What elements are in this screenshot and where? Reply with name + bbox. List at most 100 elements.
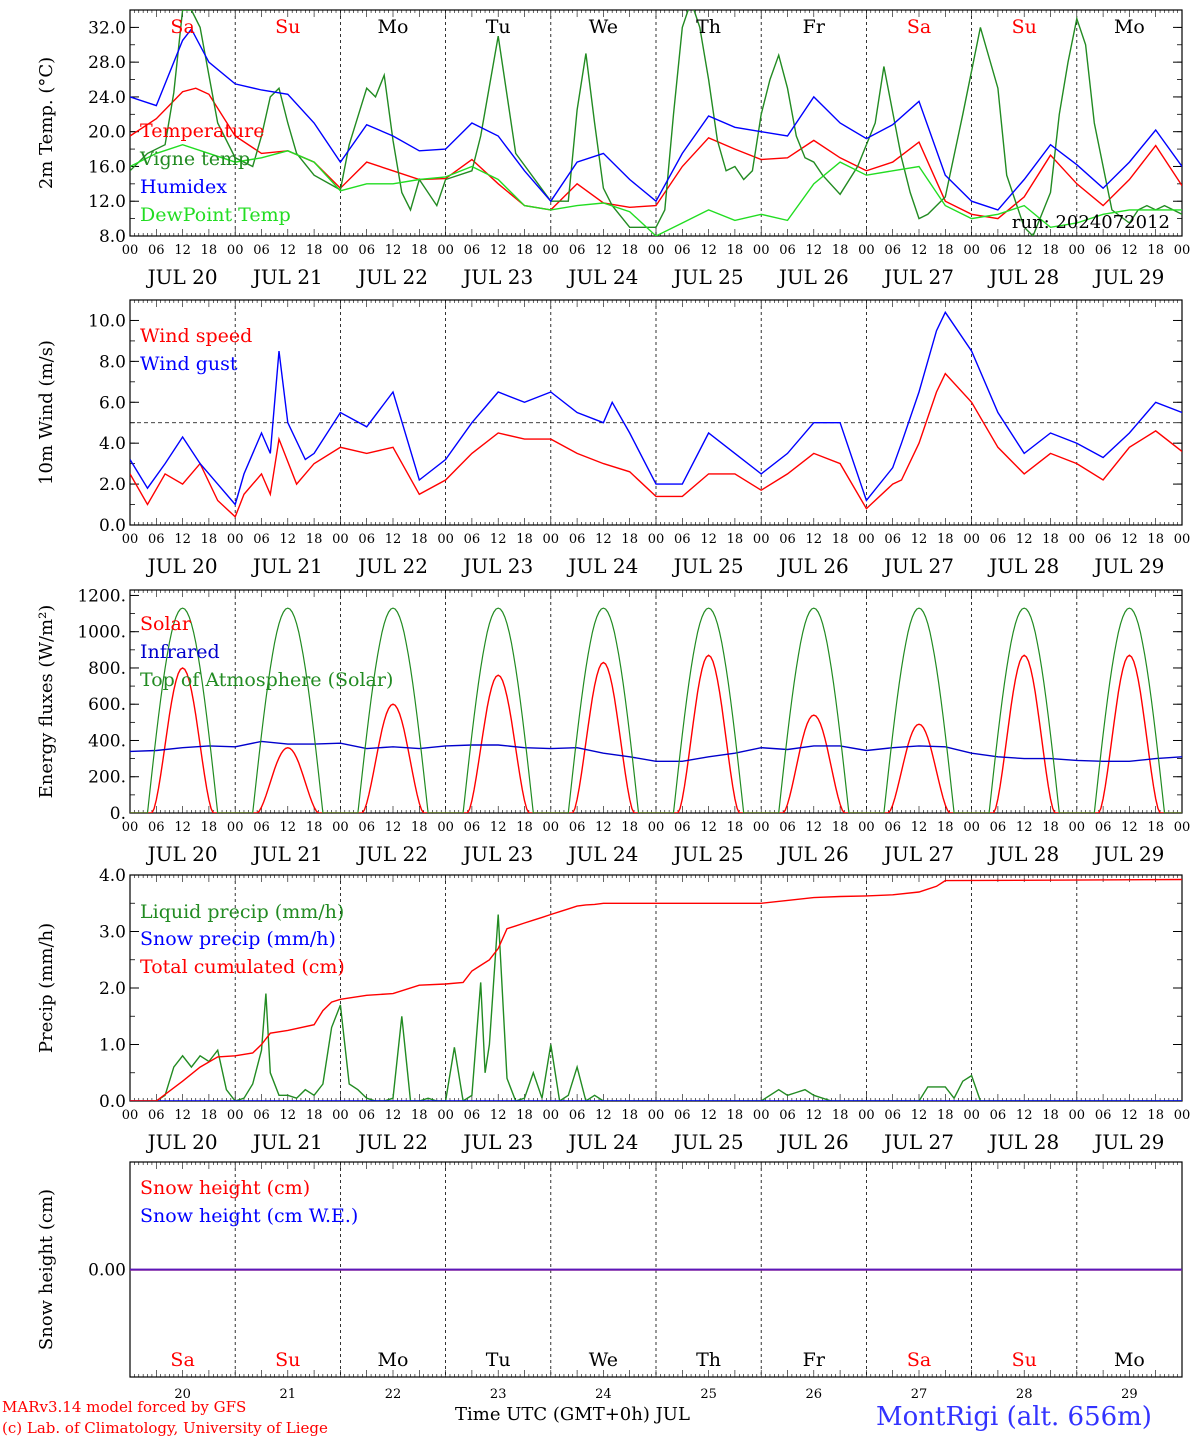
weekday-label-bottom: We [589, 1349, 618, 1371]
y-tick-label: 2.0 [99, 979, 126, 999]
hour-tick-label: 18 [306, 820, 323, 835]
y-tick-label: 8.0 [99, 352, 126, 372]
y-tick-label: 400. [88, 731, 126, 751]
hour-tick-label: 12 [806, 1108, 823, 1123]
legend-humidex: Humidex [140, 176, 227, 198]
hour-tick-label: 12 [700, 820, 717, 835]
hour-tick-label: 00 [753, 1108, 770, 1123]
hour-tick-label: 12 [490, 820, 507, 835]
hour-tick-label: 18 [937, 820, 954, 835]
hour-tick-label: 06 [569, 243, 586, 258]
weekday-label-top: Sa [907, 16, 931, 38]
series-temperature [130, 87, 1182, 220]
hour-tick-label: 06 [674, 820, 691, 835]
series-wind-gust [130, 310, 1182, 506]
y-tick-label: 16.0 [88, 157, 126, 177]
hour-tick-label: 00 [1174, 1108, 1191, 1123]
hour-tick-label: 00 [753, 532, 770, 547]
date-label: JUL 20 [146, 842, 218, 866]
credit-line-1: MARv3.14 model forced by GFS [2, 1398, 247, 1416]
y-axis-label: 2m Temp. (°C) [36, 57, 57, 189]
y-axis-label: Energy fluxes (W/m²) [36, 605, 57, 799]
hour-tick-label: 18 [201, 243, 218, 258]
hour-tick-label: 06 [779, 820, 796, 835]
date-label: JUL 23 [461, 842, 533, 866]
hour-tick-label: 00 [1174, 820, 1191, 835]
hour-tick-label: 18 [621, 820, 638, 835]
hour-tick-label: 06 [358, 532, 375, 547]
hour-tick-label: 00 [543, 1108, 560, 1123]
hour-tick-label: 06 [569, 1108, 586, 1123]
day-number-label: 26 [806, 1387, 823, 1402]
hour-tick-label: 00 [543, 820, 560, 835]
hour-tick-label: 18 [1147, 243, 1164, 258]
legend-snow-height-cm-w-e: Snow height (cm W.E.) [140, 1205, 358, 1227]
hour-tick-label: 12 [700, 243, 717, 258]
date-label: JUL 20 [146, 1130, 218, 1154]
hour-tick-label: 00 [437, 820, 454, 835]
y-tick-label: 3.0 [99, 923, 126, 943]
hour-tick-label: 18 [1042, 532, 1059, 547]
hour-tick-label: 12 [700, 1108, 717, 1123]
date-label: JUL 23 [461, 1130, 533, 1154]
y-tick-label: 0.0 [99, 1092, 126, 1112]
plot-frame [129, 299, 1183, 526]
hour-tick-label: 12 [911, 532, 928, 547]
hour-tick-label: 18 [1147, 820, 1164, 835]
hour-tick-label: 18 [937, 532, 954, 547]
y-axis-label: Precip (mm/h) [36, 923, 57, 1053]
hour-tick-label: 06 [990, 820, 1007, 835]
day-number-label: 25 [700, 1387, 717, 1402]
weekday-label-bottom: Su [275, 1349, 300, 1371]
hour-tick-label: 12 [1016, 243, 1033, 258]
hour-tick-label: 00 [227, 820, 244, 835]
date-label: JUL 29 [1092, 554, 1164, 578]
weekday-label-top: We [589, 16, 618, 38]
date-label: JUL 22 [356, 1130, 428, 1154]
hour-tick-label: 12 [595, 532, 612, 547]
hour-tick-label: 18 [727, 1108, 744, 1123]
y-tick-label: 6.0 [99, 393, 126, 413]
hour-tick-label: 00 [332, 1108, 349, 1123]
hour-tick-label: 18 [832, 532, 849, 547]
day-number-label: 22 [385, 1387, 402, 1402]
date-label: JUL 26 [777, 1130, 849, 1154]
hour-tick-label: 18 [201, 532, 218, 547]
y-tick-label: 1200. [77, 586, 126, 606]
hour-tick-label: 00 [1069, 243, 1086, 258]
date-label: JUL 28 [987, 554, 1059, 578]
y-tick-label: 8.0 [99, 227, 126, 247]
legend-temperature: Temperature [140, 120, 264, 142]
date-label: JUL 26 [777, 554, 849, 578]
weekday-label-bottom: Th [696, 1349, 721, 1371]
hour-tick-label: 12 [280, 820, 297, 835]
hour-tick-label: 06 [253, 1108, 270, 1123]
weekday-label-bottom: Sa [907, 1349, 931, 1371]
hour-tick-label: 00 [227, 243, 244, 258]
hour-tick-label: 00 [648, 532, 665, 547]
hour-tick-label: 12 [1121, 243, 1138, 258]
date-label: JUL 22 [356, 842, 428, 866]
y-tick-label: 4.0 [99, 866, 126, 886]
y-axis-label: Snow height (cm) [36, 1189, 57, 1350]
hour-tick-label: 06 [253, 532, 270, 547]
date-label: JUL 25 [672, 265, 744, 289]
hour-tick-label: 12 [1016, 1108, 1033, 1123]
date-label: JUL 24 [566, 554, 638, 578]
hour-tick-label: 06 [779, 243, 796, 258]
hour-tick-label: 06 [464, 1108, 481, 1123]
date-label: JUL 22 [356, 265, 428, 289]
hour-tick-label: 06 [148, 532, 165, 547]
y-tick-label: 4.0 [99, 434, 126, 454]
hour-tick-label: 12 [280, 1108, 297, 1123]
day-number-label: 20 [174, 1387, 191, 1402]
station-label: MontRigi (alt. 656m) [876, 1402, 1152, 1432]
hour-tick-label: 06 [464, 820, 481, 835]
date-label: JUL 27 [882, 265, 954, 289]
hour-tick-label: 00 [753, 820, 770, 835]
hour-tick-label: 18 [1042, 1108, 1059, 1123]
hour-tick-label: 00 [648, 243, 665, 258]
date-label: JUL 29 [1092, 1130, 1164, 1154]
day-number-label: 24 [595, 1387, 612, 1402]
hour-tick-label: 12 [1121, 1108, 1138, 1123]
